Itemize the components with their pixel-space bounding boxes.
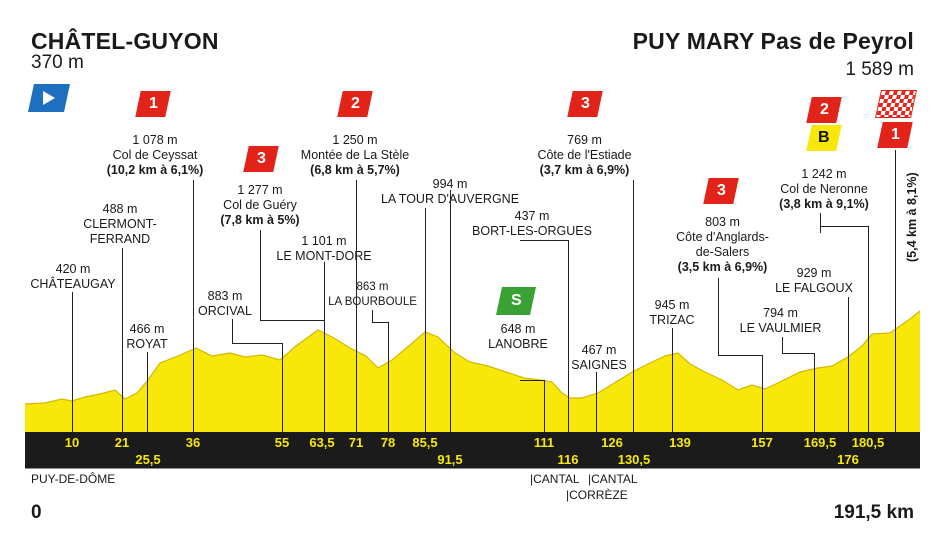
leader-line xyxy=(820,213,821,233)
km-marker: 180,5 xyxy=(851,435,885,450)
leader-line xyxy=(260,230,261,320)
place-label-mont-dore: 1 101 m LE MONT-DORE xyxy=(276,234,372,263)
climb-label-estiade: 769 m Côte de l'Estiade (3,7 km à 6,9%) xyxy=(537,133,632,177)
leader-line xyxy=(372,322,388,323)
place-label-falgoux: 929 m LE FALGOUX xyxy=(775,266,853,295)
leader-line xyxy=(868,226,869,432)
place-label-vaulmier: 794 m LE VAULMIER xyxy=(739,306,822,335)
leader-line xyxy=(193,180,194,432)
bonus-badge: B xyxy=(806,125,842,151)
km-marker: 21 xyxy=(114,435,130,450)
climb-label-stele: 1 250 m Montée de La Stèle (6,8 km à 5,7%) xyxy=(300,133,410,177)
climb-category-badge: 1 xyxy=(135,91,171,117)
leader-line xyxy=(762,355,763,432)
km-marker: 10 xyxy=(64,435,80,450)
place-label-chateaugay: 420 m CHÂTEAUGAY xyxy=(30,262,116,291)
km-marker: 63,5 xyxy=(309,435,335,450)
leader-line xyxy=(324,262,325,432)
leader-line xyxy=(388,322,389,432)
climb-label-anglards: 803 m Côte d'Anglards-de-Salers (3,5 km à … xyxy=(676,215,769,274)
place-label-clermont-ferrand: 488 m CLERMONT- FERRAND xyxy=(83,202,157,246)
km-marker: 36 xyxy=(185,435,201,450)
climb-label-neronne: 1 242 m Col de Neronne (3,8 km à 9,1%) xyxy=(779,167,869,211)
leader-line xyxy=(820,226,868,227)
km-marker: 157 xyxy=(751,435,773,450)
km-marker: 111 xyxy=(533,435,555,450)
km-marker: 176 xyxy=(837,452,859,467)
start-altitude: 370 m xyxy=(31,52,84,73)
km-marker: 91,5 xyxy=(437,452,463,467)
km-marker: 116 xyxy=(557,452,579,467)
leader-line xyxy=(232,343,282,344)
leader-line xyxy=(372,310,373,322)
leader-line xyxy=(520,240,568,241)
finish-checkered-flag-icon xyxy=(875,90,917,118)
leader-line xyxy=(356,180,357,432)
km-marker: 169,5 xyxy=(803,435,837,450)
km-marker: 78 xyxy=(380,435,396,450)
leader-line xyxy=(232,319,233,343)
place-label-trizac: 945 m TRIZAC xyxy=(649,298,695,327)
profile-outline xyxy=(24,310,921,405)
climb-category-badge: 3 xyxy=(703,178,739,204)
leader-line xyxy=(672,328,673,432)
place-label-lanobre: 648 m LANOBRE xyxy=(488,322,548,351)
start-km: 0 xyxy=(31,502,42,523)
climb-label-guery: 1 277 m Col de Guéry (7,8 km à 5%) xyxy=(220,183,300,227)
leader-line xyxy=(596,372,597,432)
leader-line xyxy=(147,352,148,432)
leader-line xyxy=(718,278,719,355)
department-cantal-right: |CANTAL xyxy=(588,472,638,486)
leader-line xyxy=(782,353,814,354)
leader-line xyxy=(633,180,634,432)
start-department: PUY-DE-DÔME xyxy=(31,472,116,486)
climb-category-badge: 2 xyxy=(337,91,373,117)
km-marker: 25,5 xyxy=(135,452,161,467)
km-marker: 130,5 xyxy=(617,452,651,467)
leader-line xyxy=(425,208,426,432)
climb-category-badge: 1 xyxy=(877,122,913,148)
department-cantal-left: |CANTAL xyxy=(530,472,580,486)
start-name: CHÂTEL-GUYON xyxy=(31,28,219,54)
profile-fill xyxy=(25,311,920,432)
km-marker: 126 xyxy=(601,435,623,450)
leader-line xyxy=(895,150,896,432)
final-climb-label: (5,4 km à 8,1%) xyxy=(905,172,919,262)
finish-altitude: 1 589 m xyxy=(845,59,914,80)
leader-line xyxy=(122,248,123,432)
leader-line xyxy=(520,380,544,381)
place-label-bort-les-orgues: 437 m BORT-LES-ORGUES xyxy=(472,209,592,238)
km-marker: 71 xyxy=(348,435,364,450)
place-label-tour-auvergne: 994 m LA TOUR D'AUVERGNE xyxy=(380,177,520,206)
km-marker: 55 xyxy=(274,435,290,450)
place-label-saignes: 467 m SAIGNES xyxy=(571,343,627,372)
leader-line xyxy=(568,240,569,432)
leader-line xyxy=(282,343,283,432)
km-band xyxy=(25,432,920,468)
place-label-orcival: 883 m ORCIVAL xyxy=(198,289,252,318)
place-label-royat: 466 m ROYAT xyxy=(126,322,168,351)
climb-label-ceyssat: 1 078 m Col de Ceyssat (10,2 km à 6,1%) xyxy=(106,133,204,177)
finish-name: PUY MARY Pas de Peyrol xyxy=(632,28,914,54)
climb-category-badge: 3 xyxy=(243,146,279,172)
total-distance: 191,5 km xyxy=(833,502,914,523)
department-correze: |CORRÈZE xyxy=(566,488,628,502)
leader-line xyxy=(782,337,783,353)
km-marker: 139 xyxy=(669,435,691,450)
place-label-bourboule: 863 m LA BOURBOULE xyxy=(328,281,417,308)
leader-line xyxy=(814,353,815,432)
sprint-badge: S xyxy=(496,287,536,315)
leader-line xyxy=(848,297,849,432)
climb-category-badge: 2 xyxy=(806,97,842,123)
leader-line xyxy=(718,355,762,356)
leader-line xyxy=(544,380,545,432)
leader-line xyxy=(260,320,324,321)
leader-line xyxy=(72,292,73,432)
start-flag-icon xyxy=(28,84,70,112)
leader-line xyxy=(450,190,451,432)
km-marker: 85,5 xyxy=(412,435,438,450)
climb-category-badge: 3 xyxy=(567,91,603,117)
